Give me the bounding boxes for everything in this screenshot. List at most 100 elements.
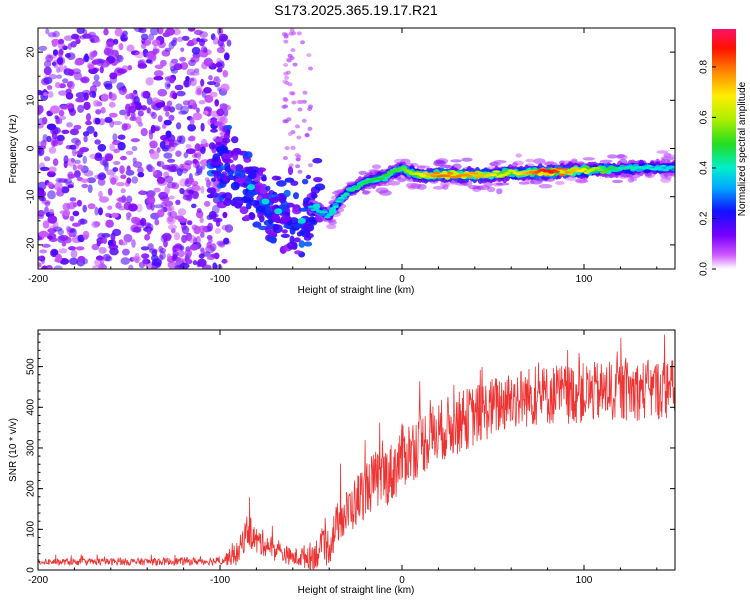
x-tick-label: 100 — [576, 274, 593, 285]
noise-blob — [176, 90, 186, 97]
noise-blob — [192, 190, 199, 200]
noise-blob — [174, 265, 183, 269]
noise-blob — [81, 183, 89, 189]
noise-blob — [283, 32, 289, 37]
transition-blob — [293, 192, 299, 200]
noise-blob — [220, 35, 227, 42]
snr-ylabel: SNR (10 * v/v) — [8, 418, 19, 482]
noise-blob — [58, 109, 65, 117]
noise-blob — [135, 116, 142, 125]
noise-blob — [92, 80, 101, 88]
noise-blob — [133, 28, 144, 33]
transition-blob — [224, 165, 231, 173]
noise-blob — [58, 83, 66, 89]
noise-blob — [155, 102, 166, 108]
colorbar: 0.0 0.2 0.4 0.6 0.8 Normalized spectral ampl… — [699, 29, 748, 276]
noise-blob — [201, 89, 207, 98]
noise-blob — [94, 139, 101, 145]
noise-blob — [220, 83, 230, 92]
noise-blob — [148, 248, 158, 254]
noise-blob — [127, 203, 138, 212]
noise-blob — [164, 76, 170, 81]
noise-blob — [140, 128, 148, 137]
noise-blob — [282, 119, 288, 124]
noise-blob — [223, 104, 231, 111]
noise-blob — [69, 197, 77, 202]
noise-blob — [38, 209, 45, 217]
noise-blob — [124, 111, 129, 120]
noise-blob — [297, 169, 303, 174]
noise-blob — [45, 28, 50, 35]
y-tick-label: 0 — [26, 567, 37, 573]
colorbar-tick-label: 0.6 — [699, 110, 710, 124]
noise-blob — [111, 212, 119, 218]
noise-blob — [188, 235, 197, 244]
transition-blob — [287, 166, 294, 176]
transition-blob — [234, 169, 241, 178]
noise-blob — [185, 148, 196, 155]
y-tick-label: -20 — [26, 237, 37, 252]
transition-blob — [294, 250, 302, 255]
noise-blob — [111, 49, 119, 57]
noise-blob — [93, 74, 100, 82]
noise-blob — [83, 101, 91, 111]
noise-blob — [172, 37, 178, 43]
noise-blob — [119, 109, 127, 116]
noise-blob — [302, 99, 307, 104]
noise-blob — [125, 150, 134, 155]
noise-blob — [167, 181, 176, 189]
noise-blob — [175, 122, 182, 130]
transition-blob — [265, 206, 271, 214]
noise-blob — [65, 102, 75, 109]
ridge-halo — [575, 177, 588, 184]
transition-blob — [208, 142, 216, 150]
noise-blob — [98, 59, 106, 64]
noise-blob — [117, 134, 126, 140]
noise-blob — [102, 159, 109, 168]
noise-blob — [109, 72, 118, 80]
noise-blob — [148, 131, 154, 140]
y-tick-label: 400 — [26, 399, 37, 416]
transition-blob — [275, 217, 281, 224]
noise-blob — [46, 85, 53, 90]
ridge-cell — [430, 174, 438, 178]
noise-blob — [191, 46, 201, 55]
transition-blob — [211, 177, 217, 182]
ridge-cell — [337, 196, 345, 200]
noise-blob — [177, 208, 187, 216]
noise-blob — [215, 264, 223, 269]
spectrogram-y-ticks: -20 -10 0 10 20 — [26, 27, 675, 270]
noise-blob — [183, 79, 190, 88]
noise-blob — [131, 145, 138, 152]
noise-blob — [63, 155, 69, 164]
noise-blob — [48, 225, 57, 230]
noise-blob — [115, 202, 122, 209]
noise-blob — [164, 81, 171, 90]
noise-blob — [123, 233, 133, 243]
ridge-cell — [400, 167, 407, 170]
noise-blob — [283, 39, 289, 44]
noise-blob — [63, 35, 74, 41]
ridge-halo — [371, 164, 382, 169]
transition-blob — [215, 146, 226, 154]
noise-blob — [181, 234, 188, 244]
noise-blob — [304, 132, 310, 137]
noise-blob — [91, 221, 100, 228]
ridge-halo — [511, 162, 518, 167]
noise-blob — [91, 59, 99, 65]
transition-blob — [286, 241, 297, 250]
transition-blob — [247, 189, 256, 198]
noise-blob — [90, 38, 95, 43]
noise-blob — [168, 205, 175, 212]
noise-blob — [75, 97, 85, 103]
ridge-halo — [493, 160, 507, 164]
noise-blob — [131, 256, 141, 262]
noise-blob — [98, 207, 103, 216]
noise-blob — [300, 40, 305, 45]
noise-blob — [158, 245, 164, 253]
noise-blob — [221, 258, 228, 264]
noise-blob — [198, 225, 207, 233]
noise-blob — [296, 154, 302, 159]
ridge-halo — [496, 188, 503, 195]
ridge-cell — [583, 171, 590, 174]
